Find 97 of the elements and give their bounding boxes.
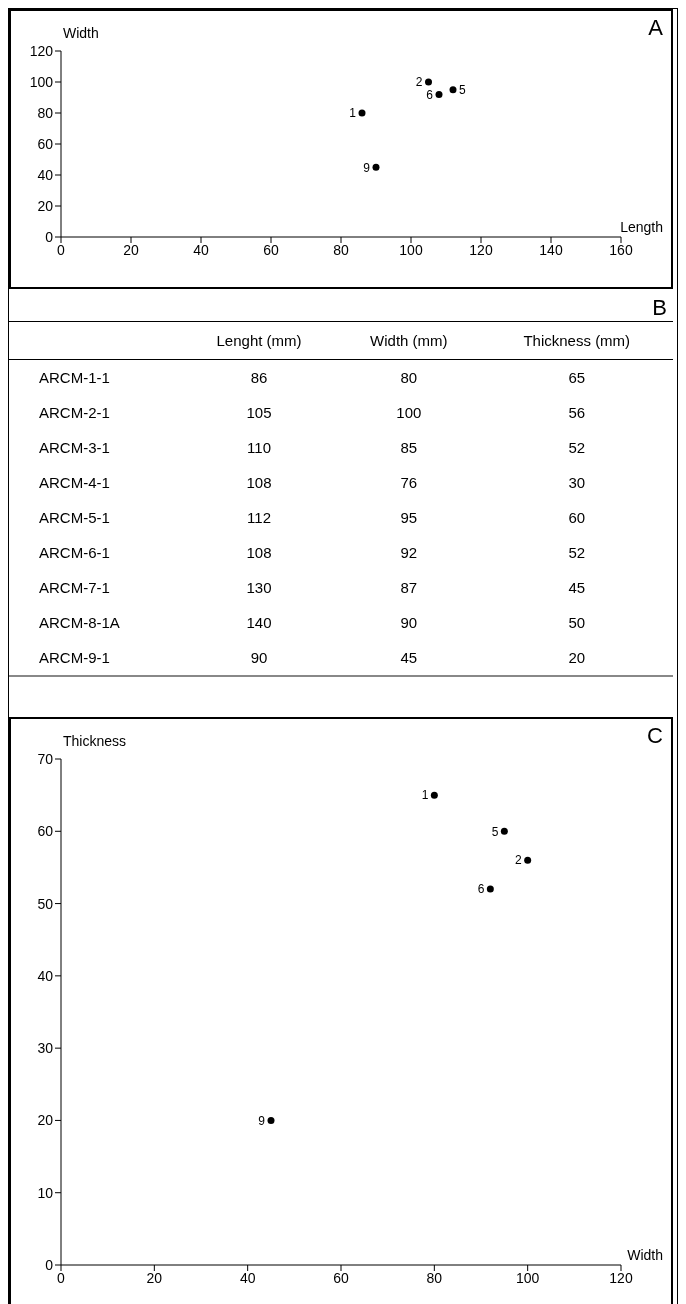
annotation: 9 [363,160,371,175]
point [267,1116,275,1124]
point [524,856,532,864]
data-label: 105 [245,403,273,423]
text: Width (mm) [369,331,449,351]
point [425,78,432,86]
data-label: 50 [567,613,587,633]
point [372,163,380,171]
annotation: 5 [491,824,499,839]
point [500,827,508,835]
y-tick-label: 60 [37,823,54,840]
data-label: 45 [567,578,587,598]
data-label: 130 [245,578,273,598]
point [435,90,443,98]
y-tick-label: 10 [37,1184,54,1201]
category-label: ARCM-5-1 [38,508,111,528]
text: Thickness (mm) [522,331,632,351]
x-tick-label: 60 [333,1269,349,1286]
category-label: ARCM-3-1 [38,438,111,458]
x-tick-label: 20 [146,1269,163,1286]
data-label: 30 [567,473,587,493]
annotation: 9 [258,1113,266,1128]
data-label: 86 [249,368,269,388]
category-label: ARCM-7-1 [38,578,111,598]
y-tick-label: 20 [37,1112,54,1129]
data-label: 60 [567,508,587,528]
annotation: 1 [349,106,357,121]
data-label: 140 [245,613,273,633]
data-label: 56 [567,403,587,423]
data-label: 108 [245,543,273,563]
text: C [647,723,664,748]
x-tick-label: 0 [57,241,66,258]
x-tick-label: 0 [57,1269,66,1286]
annotation: 6 [477,882,485,897]
category-label: ARCM-1-1 [38,368,111,388]
x-tick-label: 20 [123,241,139,258]
data-label: 65 [567,368,587,388]
y-tick-label: 30 [37,1040,54,1057]
data-label: 100 [395,403,423,423]
y-tick-label: 40 [37,166,54,183]
x-tick-label: 100 [515,1269,540,1286]
data-label: 52 [567,438,587,458]
annotation: 5 [459,83,466,98]
category-label: ARCM-9-1 [38,648,111,668]
data-label: 52 [567,543,587,563]
x-tick-label: 120 [609,1269,633,1286]
annotation: 6 [426,87,434,102]
x-tick-label: 40 [193,241,209,258]
data-label: 108 [245,473,273,493]
x-tick-label: 120 [469,241,493,258]
y-tick-label: 20 [37,197,54,214]
data-label: 85 [399,438,419,458]
category-label: ARCM-2-1 [38,403,111,423]
text: A [648,15,664,40]
annotation: 1 [421,788,429,803]
category-label: ARCM-8-1A [38,613,121,633]
data-label: 87 [399,578,419,598]
y-tick-label: 100 [29,73,54,90]
y-axis-title: Width [63,25,99,41]
x-tick-label: 100 [399,241,423,258]
category-label: ARCM-6-1 [38,543,111,563]
x-tick-label: 60 [263,241,279,258]
data-label: 90 [249,648,269,668]
point [449,86,457,94]
y-tick-label: 120 [29,42,54,59]
data-label: 110 [246,438,272,458]
y-tick-label: 50 [37,895,54,912]
data-label: 95 [399,508,419,528]
data-label: 80 [399,368,419,388]
text: B [651,295,668,321]
y-tick-label: 40 [37,967,54,984]
data-label: 20 [567,648,587,668]
data-label: 92 [399,543,419,563]
x-tick-label: 80 [426,1269,443,1286]
y-tick-label: 0 [45,1256,54,1273]
x-tick-label: 140 [539,241,563,258]
annotation: 2 [514,853,522,868]
data-label: 45 [399,648,419,668]
point [486,885,494,893]
y-tick-label: 70 [37,750,54,767]
y-tick-label: 80 [37,104,54,121]
x-tick-label: 40 [239,1269,256,1286]
annotation: 2 [415,75,423,90]
category-label: ARCM-4-1 [38,473,111,493]
x-tick-label: 160 [609,241,633,258]
x-tick-label: 80 [333,241,349,258]
data-label: 76 [399,473,419,493]
y-tick-label: 60 [37,135,54,152]
data-label: 112 [246,508,272,528]
text: Lenght (mm) [215,331,303,351]
data-label: 90 [399,613,419,633]
point [358,109,366,117]
point [430,791,438,799]
x-axis-title: Length [620,219,663,235]
y-tick-label: 0 [45,228,54,245]
x-axis-title: Width [627,1247,663,1263]
y-axis-title: Thickness [63,733,127,749]
